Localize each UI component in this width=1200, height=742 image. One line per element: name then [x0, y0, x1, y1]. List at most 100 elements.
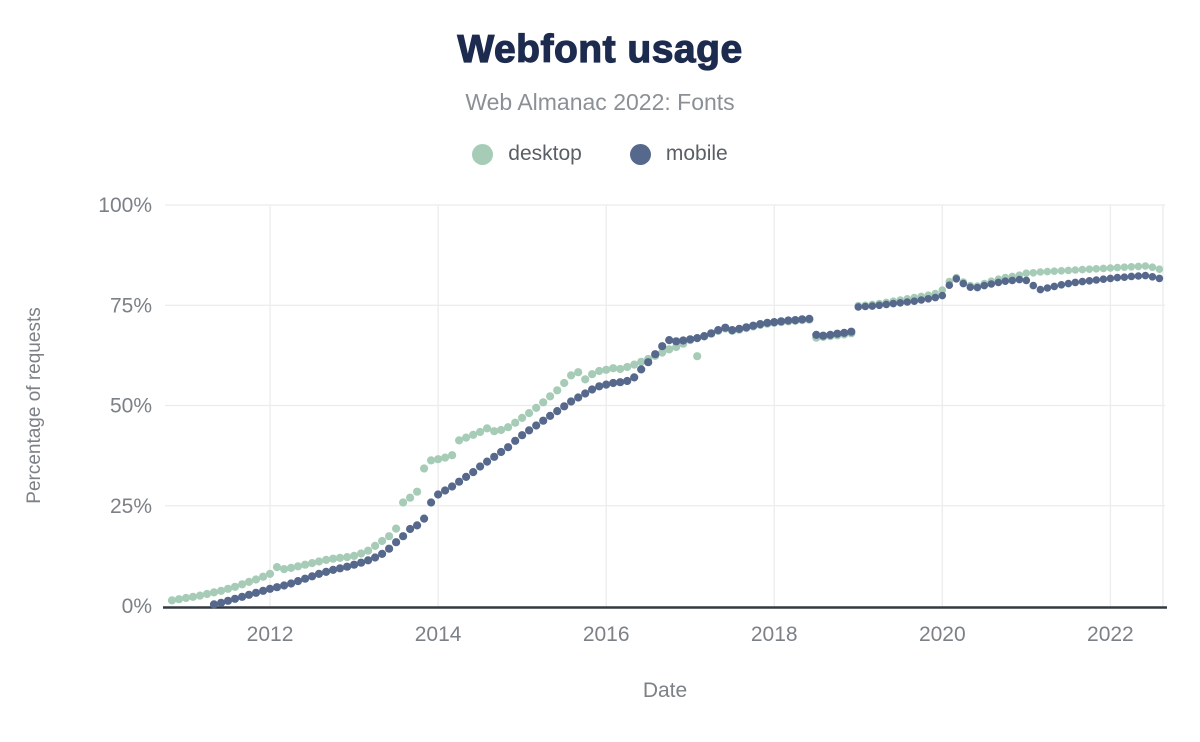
- mobile-data-point: [672, 337, 681, 346]
- mobile-data-point: [293, 577, 303, 586]
- mobile-data-point: [476, 462, 485, 471]
- mobile-data-point: [1043, 284, 1052, 292]
- desktop-data-point: [350, 551, 359, 561]
- mobile-data-point: [707, 329, 716, 338]
- desktop-data-point: [553, 386, 562, 395]
- mobile-data-point: [861, 302, 870, 311]
- mobile-data-point: [413, 521, 422, 530]
- mobile-data-point: [931, 293, 940, 302]
- desktop-data-point: [322, 555, 331, 565]
- mobile-data-point: [539, 416, 548, 425]
- mobile-data-point: [1148, 273, 1157, 281]
- mobile-data-point: [630, 373, 639, 382]
- desktop-data-point: [195, 591, 205, 600]
- desktop-data-point: [329, 554, 338, 563]
- mobile-data-point: [770, 318, 779, 327]
- desktop-data-point: [406, 493, 415, 502]
- mobile-data-point: [917, 296, 926, 304]
- mobile-data-point: [357, 558, 366, 567]
- desktop-data-point: [413, 487, 422, 496]
- mobile-data-point: [1085, 277, 1094, 285]
- desktop-data-point: [259, 572, 268, 581]
- desktop-data-point: [574, 368, 583, 377]
- mobile-data-point: [784, 316, 793, 325]
- mobile-data-point: [952, 275, 961, 283]
- mobile-data-point: [742, 323, 751, 332]
- chart-legend: desktop mobile: [0, 142, 1200, 166]
- y-tick-label: 0%: [122, 595, 152, 618]
- mobile-data-point: [840, 328, 849, 337]
- mobile-data-point: [763, 318, 772, 327]
- mobile-data-point: [1022, 276, 1031, 285]
- mobile-data-point: [1015, 275, 1024, 284]
- desktop-data-point: [174, 595, 184, 604]
- desktop-data-point: [343, 553, 352, 562]
- mobile-data-point: [1036, 285, 1045, 294]
- desktop-data-point: [623, 362, 632, 372]
- desktop-data-point: [665, 345, 674, 354]
- mobile-data-point: [889, 299, 898, 308]
- mobile-data-point: [287, 579, 296, 588]
- x-tick-label: 2020: [919, 623, 966, 646]
- mobile-data-point: [728, 326, 737, 335]
- desktop-data-point: [385, 532, 394, 541]
- desktop-data-point: [1134, 262, 1143, 271]
- desktop-data-point: [378, 536, 387, 546]
- desktop-data-point: [1022, 269, 1031, 278]
- desktop-data-point: [609, 364, 618, 373]
- mobile-data-point: [1120, 273, 1129, 282]
- mobile-data-point: [1113, 273, 1122, 282]
- mobile-data-point: [1071, 278, 1080, 287]
- desktop-data-point: [476, 427, 485, 437]
- mobile-data-point: [322, 567, 331, 577]
- chart-title: Webfont usage: [457, 27, 743, 71]
- desktop-data-point: [202, 589, 212, 599]
- mobile-data-point: [665, 336, 674, 345]
- desktop-data-point: [230, 582, 240, 591]
- desktop-data-point: [567, 371, 576, 380]
- mobile-data-point: [223, 596, 233, 605]
- desktop-data-point: [637, 357, 646, 366]
- mobile-data-point: [1092, 276, 1101, 284]
- x-tick-label: 2016: [583, 623, 630, 646]
- desktop-data-point: [455, 436, 464, 445]
- desktop-data-point: [1085, 265, 1094, 274]
- mobile-data-point: [826, 330, 835, 339]
- mobile-data-point: [756, 320, 765, 329]
- mobile-data-point: [511, 436, 520, 445]
- y-tick-label: 100%: [98, 194, 152, 217]
- mobile-data-point: [525, 426, 534, 435]
- desktop-data-point: [616, 364, 625, 374]
- mobile-data-point: [399, 532, 408, 541]
- mobile-data-point: [588, 385, 597, 394]
- mobile-data-point: [686, 335, 695, 344]
- mobile-data-point: [427, 498, 436, 507]
- desktop-data-point: [280, 565, 289, 574]
- desktop-data-point: [238, 580, 247, 589]
- desktop-data-point: [1064, 266, 1073, 275]
- desktop-data-point: [1141, 262, 1150, 270]
- mobile-data-point: [1008, 276, 1017, 285]
- mobile-data-point: [441, 486, 450, 495]
- desktop-data-point: [658, 348, 667, 357]
- desktop-data-point: [223, 584, 233, 593]
- mobile-data-point: [560, 402, 569, 411]
- x-tick-label: 2014: [415, 623, 462, 646]
- mobile-data-point: [882, 300, 891, 309]
- mobile-data-point: [462, 472, 471, 481]
- mobile-data-point: [546, 411, 555, 420]
- desktop-data-point: [504, 423, 513, 432]
- mobile-data-point: [364, 556, 373, 565]
- mobile-data-point: [847, 327, 856, 336]
- mobile-data-point: [609, 378, 618, 388]
- mobile-data-point: [735, 324, 744, 333]
- desktop-data-point: [293, 562, 303, 571]
- legend-label-mobile: mobile: [665, 142, 728, 165]
- mobile-data-point: [343, 562, 352, 571]
- desktop-data-point: [364, 546, 373, 555]
- legend-label-desktop: desktop: [508, 142, 582, 165]
- mobile-data-point: [595, 382, 604, 391]
- mobile-data-point: [1134, 272, 1143, 280]
- desktop-data-point: [1113, 263, 1122, 272]
